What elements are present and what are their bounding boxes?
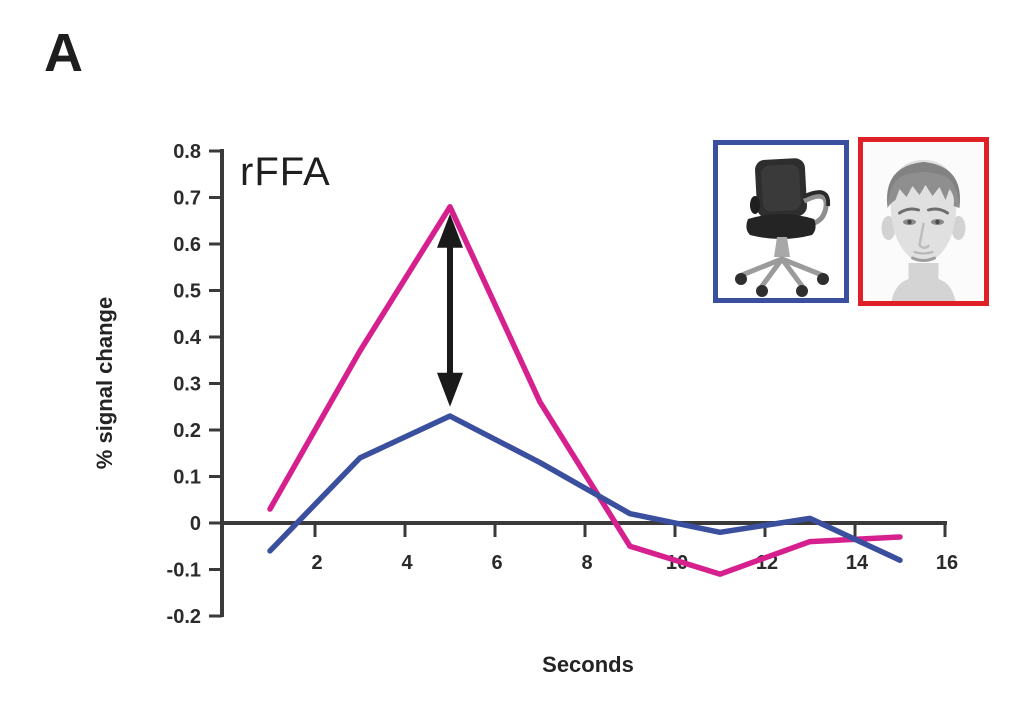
arrow-head-up [437,213,463,248]
y-tick-label: -0.1 [167,560,201,582]
region-label: rFFA [240,150,331,194]
chair-image [718,145,844,298]
y-tick-label: 0.6 [173,234,201,256]
x-tick-label: 2 [311,552,322,574]
x-tick-label: 16 [936,552,958,574]
faces-line [267,204,903,577]
y-tick-label: -0.2 [167,606,201,628]
x-tick-label: 6 [491,552,502,574]
y-tick-label: 0 [190,513,201,535]
face-image [863,142,984,301]
legend-face-frame [858,137,989,306]
y-tick-label: 0.3 [173,374,201,396]
difference-arrow [437,213,463,407]
legend-chair-frame [713,140,849,303]
x-tick-label: 8 [581,552,592,574]
y-tick-label: 0.4 [173,327,202,349]
y-tick-label: 0.1 [173,467,201,489]
y-axis-title: % signal change [92,297,117,469]
x-tick-label: 4 [401,552,413,574]
x-tick-label: 14 [846,552,869,574]
panel-label: A [44,23,83,83]
chairs-line [267,413,903,563]
y-tick-label: 0.7 [173,188,201,210]
arrow-head-down [437,372,463,407]
y-tick-label: 0.2 [173,420,201,442]
y-tick-label: 0.8 [173,141,201,163]
x-axis-title: Seconds [542,652,634,677]
chart-series [267,204,903,577]
y-axis-ticks: 0.8 0.7 0.6 0.5 0.4 0.3 0.2 0.1 0 -0.1 -0.2 [167,141,222,628]
y-tick-label: 0.5 [173,281,201,303]
x-axis-ticks: 2 4 6 8 10 12 14 16 [311,523,958,574]
